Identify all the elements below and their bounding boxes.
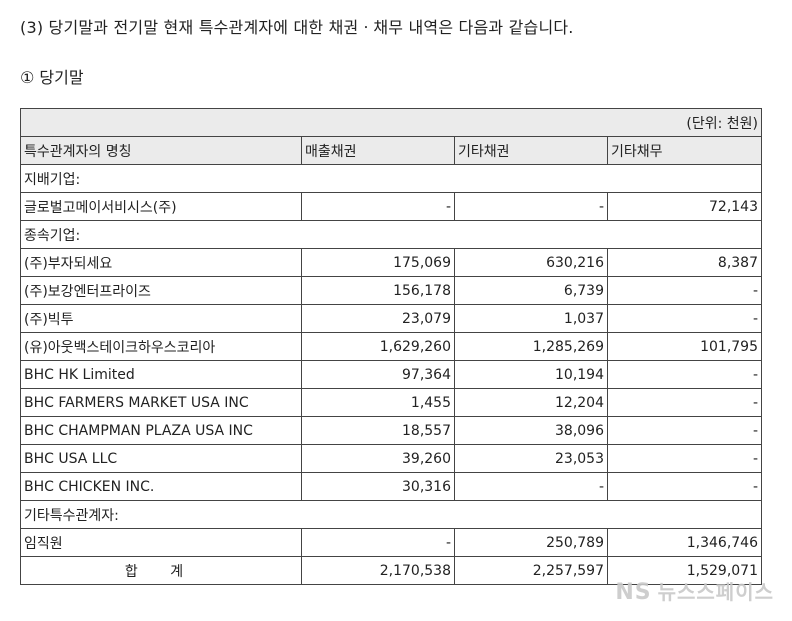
other-payable-cell: 1,346,746 xyxy=(607,528,762,557)
other-receivable-cell: 2,257,597 xyxy=(454,556,608,585)
other-receivable-cell: 38,096 xyxy=(454,416,608,445)
table-row: BHC CHICKEN INC. 30,316- - xyxy=(20,472,762,501)
other-payable-cell: - xyxy=(607,360,762,389)
other-payable-cell: 101,795 xyxy=(607,332,762,361)
section-label: 기타특수관계자: xyxy=(20,500,762,529)
other-receivable-cell: - xyxy=(454,472,608,501)
table-row: BHC HK Limited 97,364 10,194- xyxy=(20,360,762,389)
table-row: BHC FARMERS MARKET USA INC 1,455 12,204- xyxy=(20,388,762,417)
other-receivable-cell: 250,789 xyxy=(454,528,608,557)
table-row: BHC USA LLC 39,260 23,053- xyxy=(20,444,762,473)
other-payable-cell: - xyxy=(607,416,762,445)
entity-name: BHC FARMERS MARKET USA INC xyxy=(20,388,302,417)
col-header-other-payable: 기타채무 xyxy=(607,136,762,165)
other-receivable-cell: - xyxy=(454,192,608,221)
other-payable-cell: - xyxy=(607,472,762,501)
entity-name: (주)빅투 xyxy=(20,304,302,333)
other-payable-cell: 1,529,071 xyxy=(607,556,762,585)
sales-receivable-cell: 1,455 xyxy=(301,388,455,417)
section-row: 지배기업: xyxy=(20,164,762,193)
other-payable-cell: - xyxy=(607,388,762,417)
sales-receivable-cell: 18,557 xyxy=(301,416,455,445)
sales-receivable-cell: 175,069 xyxy=(301,248,455,277)
table-row: 임직원 -250,789 1,346,746 xyxy=(20,528,762,557)
sales-receivable-cell: 39,260 xyxy=(301,444,455,473)
other-payable-cell: 8,387 xyxy=(607,248,762,277)
other-receivable-cell: 10,194 xyxy=(454,360,608,389)
other-payable-cell: - xyxy=(607,444,762,473)
total-label: 합 계 xyxy=(20,556,302,585)
entity-name: (유)아웃백스테이크하우스코리아 xyxy=(20,332,302,361)
entity-name: BHC HK Limited xyxy=(20,360,302,389)
other-receivable-cell: 6,739 xyxy=(454,276,608,305)
sales-receivable-cell: 1,629,260 xyxy=(301,332,455,361)
entity-name: (주)보강엔터프라이즈 xyxy=(20,276,302,305)
col-header-sales-receivable: 매출채권 xyxy=(301,136,455,165)
table-row: 글로벌고메이서비시스(주) - -72,143 xyxy=(20,192,762,221)
sales-receivable-cell: 2,170,538 xyxy=(301,556,455,585)
table-row: (주)빅투 23,079 1,037- xyxy=(20,304,762,333)
section-label: 종속기업: xyxy=(20,220,762,249)
table-row: BHC CHAMPMAN PLAZA USA INC 18,557 38,096- xyxy=(20,416,762,445)
entity-name: BHC CHAMPMAN PLAZA USA INC xyxy=(20,416,302,445)
other-payable-cell: - xyxy=(607,276,762,305)
section-row: 종속기업: xyxy=(20,220,762,249)
entity-name: 임직원 xyxy=(20,528,302,557)
table-row: (주)부자되세요 175,069 630,216 8,387 xyxy=(20,248,762,277)
other-receivable-cell: 12,204 xyxy=(454,388,608,417)
watermark-logo: NS 뉴스스페이스 xyxy=(615,576,774,605)
entity-name: BHC USA LLC xyxy=(20,444,302,473)
sales-receivable-cell: - xyxy=(301,528,455,557)
watermark-text: 뉴스스페이스 xyxy=(657,580,774,604)
sales-receivable-cell: - xyxy=(301,192,455,221)
other-receivable-cell: 23,053 xyxy=(454,444,608,473)
entity-name: BHC CHICKEN INC. xyxy=(20,472,302,501)
unit-label: (단위: 천원) xyxy=(20,108,762,137)
watermark-ns: NS xyxy=(615,580,652,605)
unit-row: (단위: 천원) xyxy=(20,108,762,137)
other-payable-cell: - xyxy=(607,304,762,333)
other-receivable-cell: 1,285,269 xyxy=(454,332,608,361)
section-label: 지배기업: xyxy=(20,164,762,193)
related-party-table: (단위: 천원) 특수관계자의 명칭 매출채권 기타채권 기타채무 지배기업: 글… xyxy=(20,108,762,585)
other-receivable-cell: 630,216 xyxy=(454,248,608,277)
entity-name: (주)부자되세요 xyxy=(20,248,302,277)
total-row: 합 계 2,170,538 2,257,597 1,529,071 xyxy=(20,556,762,585)
col-header-name: 특수관계자의 명칭 xyxy=(20,136,302,165)
entity-name: 글로벌고메이서비시스(주) xyxy=(20,192,302,221)
col-header-other-receivable: 기타채권 xyxy=(454,136,608,165)
header-row: 특수관계자의 명칭 매출채권 기타채권 기타채무 xyxy=(20,136,762,165)
sales-receivable-cell: 97,364 xyxy=(301,360,455,389)
sales-receivable-cell: 156,178 xyxy=(301,276,455,305)
other-payable-cell: 72,143 xyxy=(607,192,762,221)
table-row: (유)아웃백스테이크하우스코리아 1,629,260 1,285,269 101,79… xyxy=(20,332,762,361)
sales-receivable-cell: 23,079 xyxy=(301,304,455,333)
section-subheading: ① 당기말 xyxy=(20,68,84,87)
page-heading: (3) 당기말과 전기말 현재 특수관계자에 대한 채권ㆍ채무 내역은 다음과 … xyxy=(20,18,574,37)
other-receivable-cell: 1,037 xyxy=(454,304,608,333)
section-row: 기타특수관계자: xyxy=(20,500,762,529)
table-row: (주)보강엔터프라이즈 156,178 6,739- xyxy=(20,276,762,305)
sales-receivable-cell: 30,316 xyxy=(301,472,455,501)
